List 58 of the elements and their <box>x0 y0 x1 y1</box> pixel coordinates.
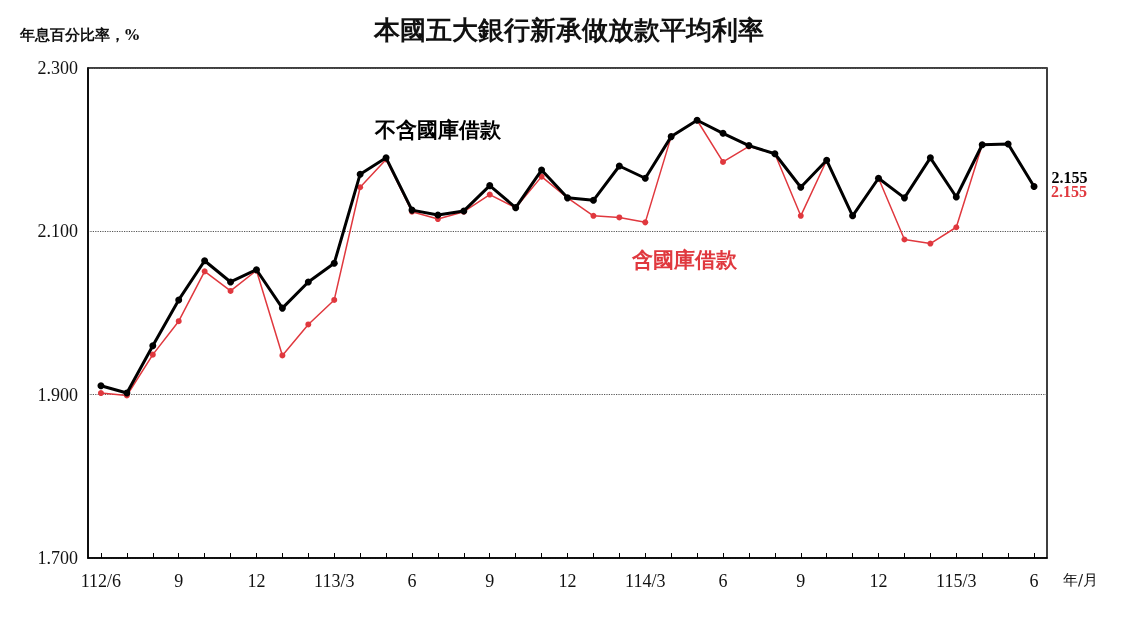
y-axis-title: 年息百分比率，% <box>19 25 140 44</box>
point <box>901 236 908 243</box>
point <box>719 129 727 137</box>
point <box>486 182 494 190</box>
x-tick-label: 113/3 <box>314 571 355 591</box>
point <box>201 268 208 275</box>
point <box>278 304 286 312</box>
point <box>641 174 649 182</box>
x-tick-label: 114/3 <box>625 571 666 591</box>
point <box>304 278 312 286</box>
x-tick-label: 6 <box>1029 571 1039 591</box>
x-tick-label: 112/6 <box>80 571 122 591</box>
x-tick-label: 12 <box>869 571 888 591</box>
y-tick-label: 2.100 <box>37 221 78 242</box>
y-tick-label: 1.900 <box>37 384 78 405</box>
point <box>149 342 157 350</box>
point <box>616 214 623 221</box>
x-tick-label: 9 <box>174 571 184 591</box>
point <box>356 170 364 178</box>
point <box>953 224 960 231</box>
point <box>797 212 804 219</box>
x-tick-label: 9 <box>485 571 495 591</box>
series-label: 含國庫借款 <box>630 246 738 272</box>
point <box>926 154 934 162</box>
point <box>227 278 235 286</box>
y-tick-label: 1.700 <box>37 548 78 568</box>
point <box>589 196 597 204</box>
point <box>797 183 805 191</box>
point <box>227 287 234 294</box>
point <box>97 390 104 397</box>
point <box>330 259 338 267</box>
x-tick-label: 6 <box>407 571 417 591</box>
point <box>357 184 364 191</box>
point <box>279 352 286 359</box>
x-tick-label: 12 <box>558 571 577 591</box>
series-label: 不含國庫借款 <box>373 117 502 143</box>
point <box>642 219 649 226</box>
x-tick-label: 6 <box>718 571 728 591</box>
point <box>97 382 105 390</box>
point <box>615 162 623 170</box>
y-tick-label: 2.300 <box>37 58 78 78</box>
point <box>175 296 183 304</box>
point <box>201 257 209 265</box>
x-axis-title: 年/月 <box>1063 570 1099 589</box>
point <box>927 240 934 247</box>
point <box>952 193 960 201</box>
point <box>720 158 727 165</box>
point <box>538 166 546 174</box>
x-tick-label: 115/3 <box>936 571 977 591</box>
point <box>175 318 182 325</box>
point <box>590 212 597 219</box>
point <box>149 351 156 358</box>
point <box>486 191 493 198</box>
point <box>331 296 338 303</box>
point <box>900 194 908 202</box>
x-tick-label: 12 <box>247 571 266 591</box>
chart-title: 本國五大銀行新承做放款平均利率 <box>373 15 764 45</box>
x-tick-label: 9 <box>796 571 806 591</box>
